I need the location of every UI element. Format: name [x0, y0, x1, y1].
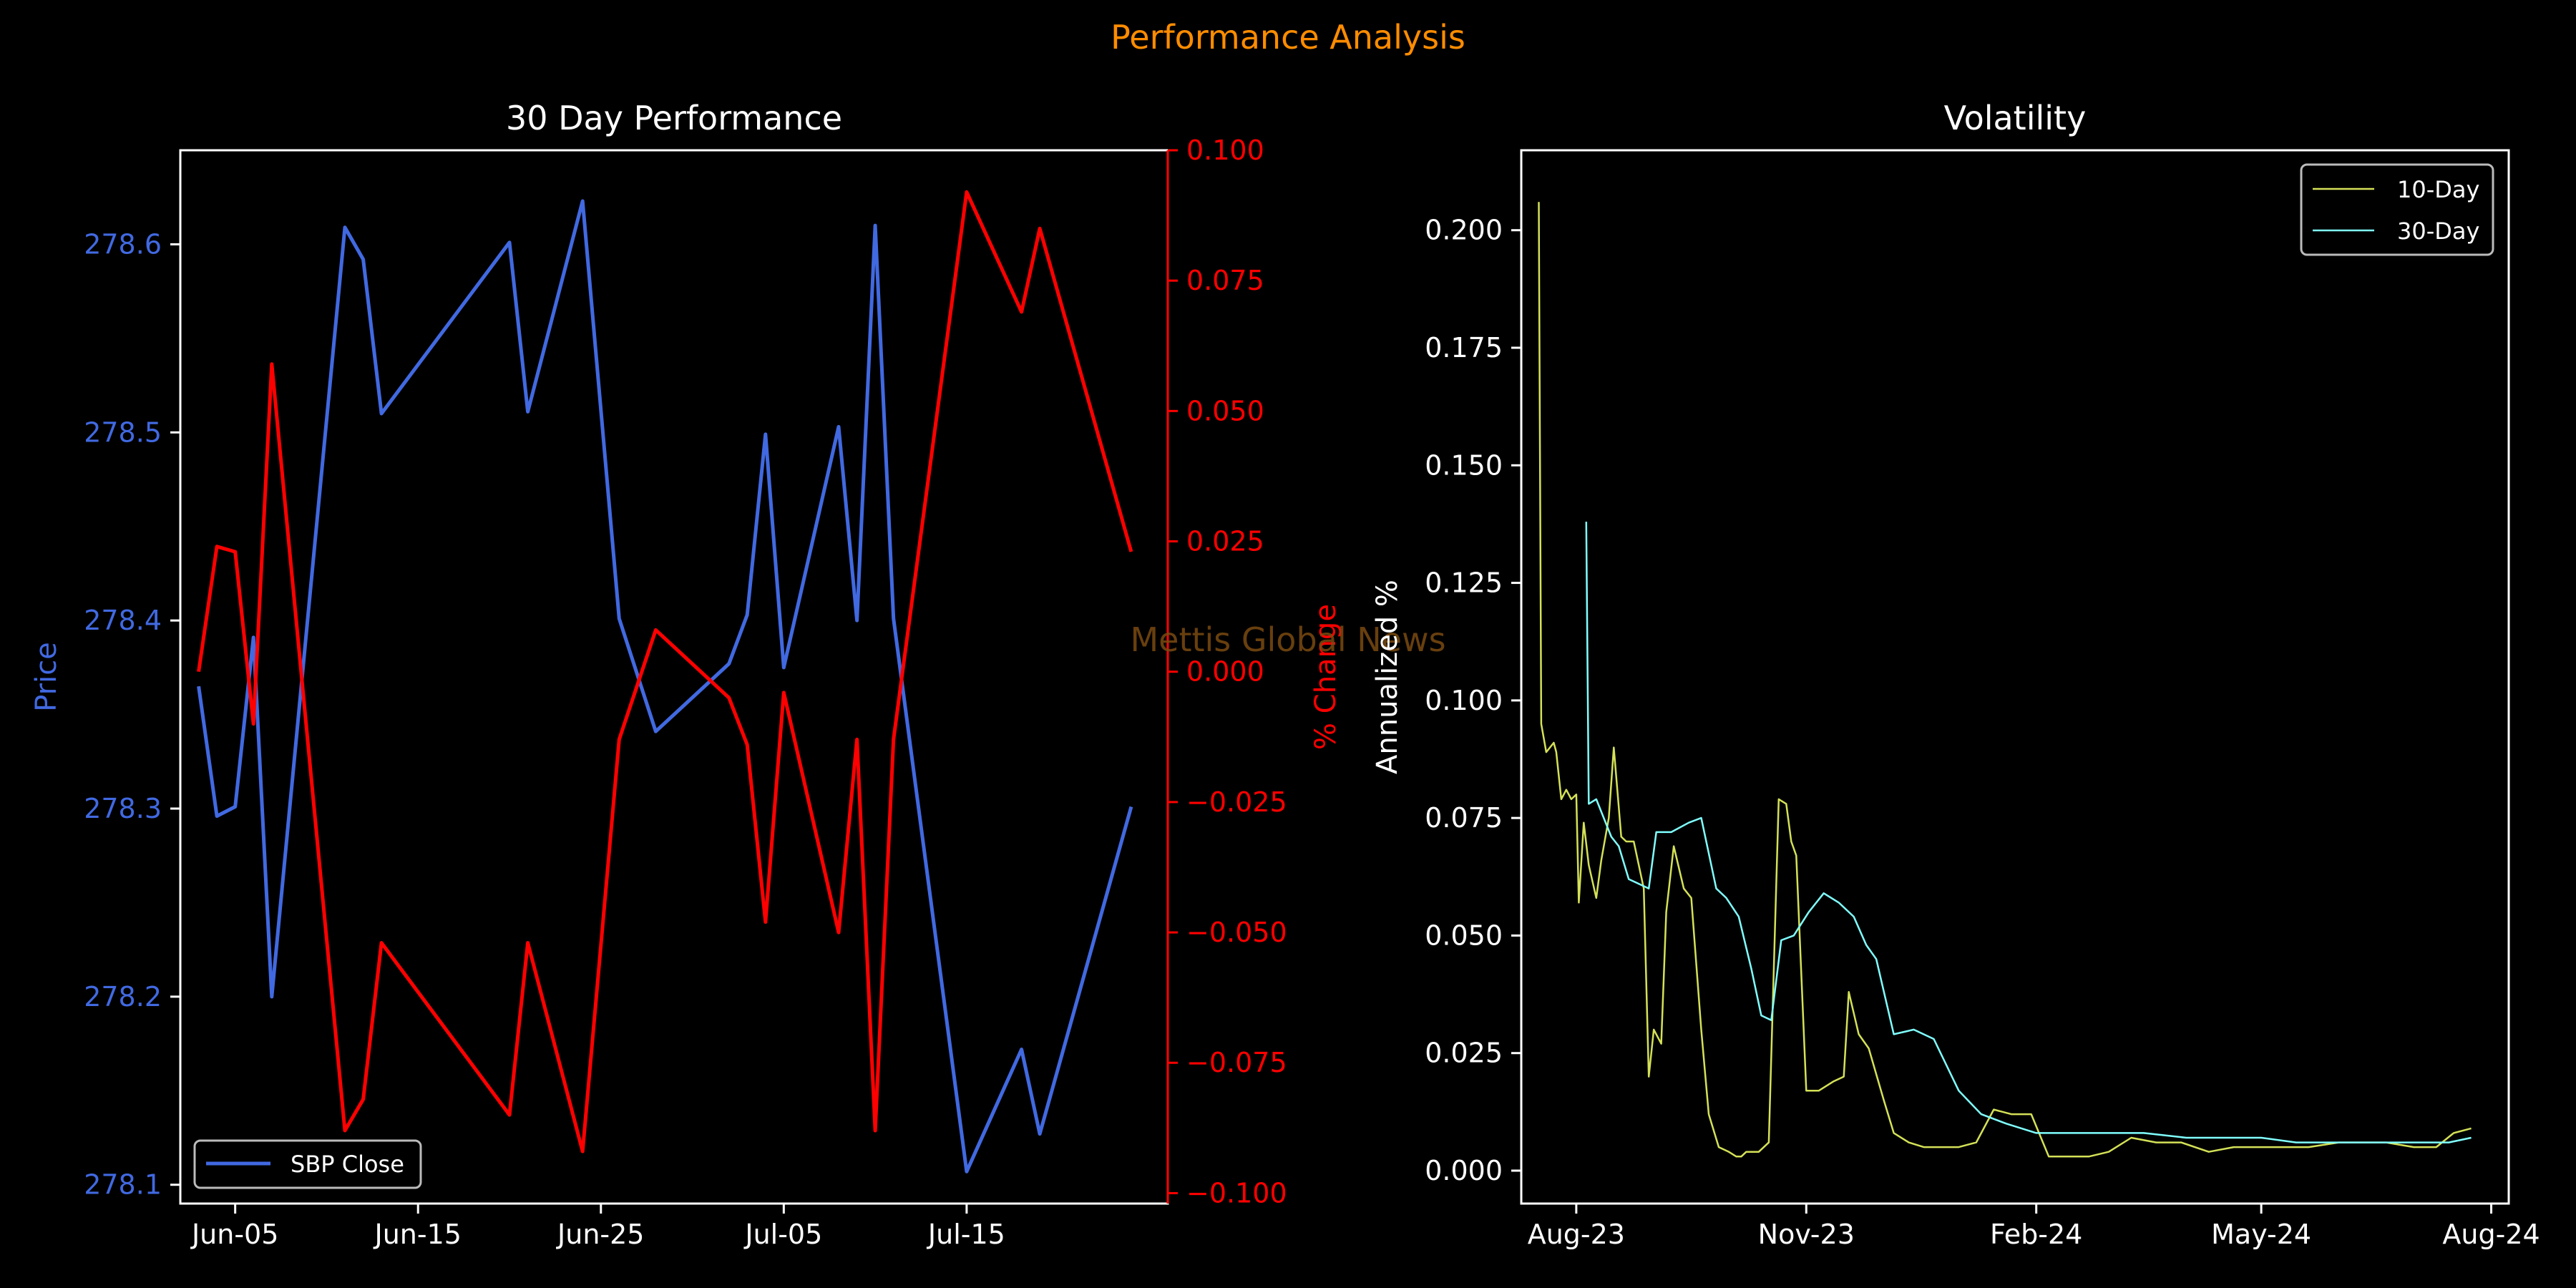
- series-line-10-day: [1538, 202, 2472, 1158]
- price-tick-label-278-2: 278.2: [84, 981, 162, 1013]
- y-tick-label-0-125: 0.125: [1425, 567, 1503, 599]
- y-tick-label-0-050: 0.050: [1425, 919, 1503, 951]
- pct-tick-label-0-000: 0.000: [1186, 656, 1264, 688]
- x-tick-label-jul-05: Jul-05: [743, 1219, 822, 1250]
- performance-chart: 30 Day Performance Jun-05 Jun-15 Jun-25 Jul…: [30, 99, 1342, 1250]
- volatility-plot-layer: Aug-23 Nov-23 Feb-24 May-24 Aug-24 0.000 0.025…: [1425, 202, 2540, 1250]
- x-tick-label-may-24: May-24: [2211, 1219, 2311, 1250]
- legend-label-30-day: 30-Day: [2397, 218, 2479, 245]
- price-tick-label-278-3: 278.3: [84, 793, 162, 824]
- series-line-percent-change: [197, 190, 1133, 1153]
- volatility-plot-frame: [1520, 149, 2510, 1205]
- pct-tick-label-0-025: 0.025: [1186, 526, 1264, 557]
- x-tick-label-jun-15: Jun-15: [373, 1219, 461, 1250]
- pct-tick-label-0-025: −0.025: [1186, 786, 1287, 818]
- y-tick-label-0-100: 0.100: [1425, 685, 1503, 716]
- x-tick-label-jun-05: Jun-05: [190, 1219, 278, 1250]
- y-tick-label-0-175: 0.175: [1425, 332, 1503, 364]
- x-tick-label-feb-24: Feb-24: [1990, 1219, 2082, 1250]
- figure-title: Performance Analysis: [1111, 18, 1465, 57]
- x-tick-label-aug-24: Aug-24: [2442, 1219, 2540, 1250]
- pct-tick-label-0-075: −0.075: [1186, 1047, 1287, 1078]
- y-tick-label-0-200: 0.200: [1425, 215, 1503, 246]
- legend-box: [193, 1139, 422, 1189]
- x-tick-label-jun-25: Jun-25: [556, 1219, 644, 1250]
- legend-label-sbp-close: SBP Close: [291, 1151, 404, 1178]
- y-tick-label-0-150: 0.150: [1425, 449, 1503, 481]
- price-tick-label-278-4: 278.4: [84, 605, 162, 636]
- x-tick-label-aug-23: Aug-23: [1528, 1219, 1625, 1250]
- annualized-axis-label: Annualized %: [1371, 580, 1404, 774]
- pct-tick-label-0-050: 0.050: [1186, 395, 1264, 426]
- legend-label-10-day: 10-Day: [2397, 176, 2479, 203]
- watermark: Mettis Global News: [1130, 620, 1445, 659]
- pct-tick-label-0-050: −0.050: [1186, 917, 1287, 948]
- price-tick-label-278-6: 278.6: [84, 228, 162, 260]
- price-axis-label: Price: [30, 642, 63, 712]
- y-tick-label-0-075: 0.075: [1425, 802, 1503, 834]
- series-line-sbp-close: [197, 199, 1133, 1174]
- price-tick-label-278-1: 278.1: [84, 1169, 162, 1201]
- percent-change-axis-label: % Change: [1309, 604, 1342, 750]
- legend-box: [2300, 163, 2494, 256]
- y-tick-label-0-000: 0.000: [1425, 1155, 1503, 1186]
- x-tick-label-nov-23: Nov-23: [1758, 1219, 1855, 1250]
- pct-tick-label-0-075: 0.075: [1186, 265, 1264, 296]
- performance-plot-layer: Jun-05 Jun-15 Jun-25 Jul-05 Jul-15 278.1 278.2…: [84, 135, 1287, 1250]
- performance-chart-title: 30 Day Performance: [506, 99, 842, 137]
- volatility-legend: 10-Day 30-Day: [2300, 163, 2494, 256]
- volatility-chart: Volatility Aug-23 Nov-23 Feb-24 May-24 Aug-2…: [1371, 99, 2540, 1250]
- volatility-chart-title: Volatility: [1944, 99, 2087, 137]
- performance-legend: SBP Close: [193, 1139, 422, 1189]
- pct-tick-label-0-100: 0.100: [1186, 135, 1264, 166]
- price-tick-label-278-5: 278.5: [84, 416, 162, 448]
- series-line-30-day: [1585, 522, 2472, 1143]
- pct-tick-label-0-100: −0.100: [1186, 1177, 1287, 1209]
- y-tick-label-0-025: 0.025: [1425, 1038, 1503, 1069]
- x-tick-label-jul-15: Jul-15: [927, 1219, 1005, 1250]
